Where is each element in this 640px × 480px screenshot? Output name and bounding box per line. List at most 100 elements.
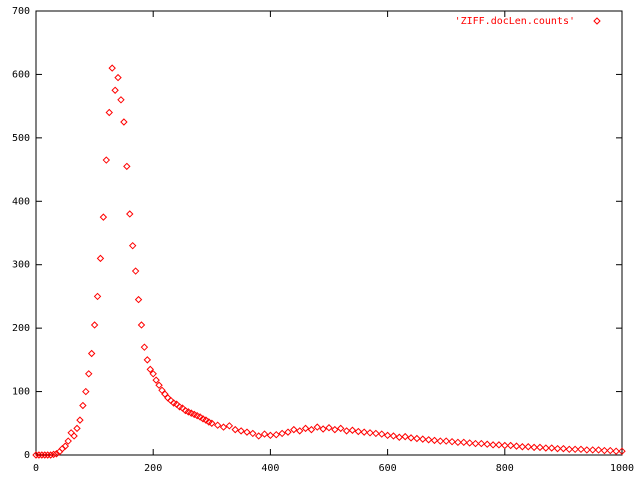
point [366,429,374,437]
point [70,432,78,440]
point [395,433,404,441]
point [96,254,105,263]
point [419,435,427,443]
point [231,425,239,434]
point [583,446,591,454]
point [134,295,143,304]
point [249,429,257,438]
point [360,428,368,436]
point [565,445,573,453]
plot-frame [35,10,623,456]
y-tick-label: 0 [24,450,30,461]
point [295,427,304,435]
point [140,343,149,351]
x-tick-label: 200 [144,463,162,474]
point [82,387,90,396]
point [158,386,166,395]
point [495,441,503,449]
point [407,434,415,442]
point [90,321,99,329]
point [126,210,134,218]
point [49,450,58,459]
point [149,370,157,378]
point [372,429,380,438]
point [108,64,116,72]
point [319,425,327,433]
point [342,427,351,435]
point [413,434,421,443]
y-tick-label: 400 [12,196,30,207]
point [61,442,70,450]
y-tick-label: 300 [12,260,30,271]
x-tick-label: 600 [379,463,397,474]
point [331,425,339,434]
point [87,349,96,358]
point [612,447,620,455]
point [542,444,550,452]
point [325,424,333,432]
point [152,376,160,384]
point [348,426,357,434]
point [190,410,198,419]
point [46,451,55,459]
point [79,401,87,410]
y-tick-label: 600 [12,69,30,80]
point [530,443,538,452]
point [38,451,46,459]
point [117,96,125,104]
point [52,450,61,458]
point [243,428,251,436]
point [93,292,102,301]
x-tick-label: 0 [33,463,39,474]
point [536,443,544,452]
point [553,444,562,453]
point [290,425,298,434]
point [99,213,108,221]
point [64,437,72,445]
point [436,437,445,445]
point [454,438,462,447]
point [501,441,509,450]
point [73,424,81,433]
point [477,439,486,448]
point [378,430,386,438]
point [202,416,210,424]
point [383,431,392,440]
point [401,432,409,441]
point [187,409,195,417]
point [471,439,480,448]
point [594,446,603,454]
point [588,446,597,454]
point [32,451,40,459]
point [105,108,113,117]
point [307,425,316,434]
point [448,437,456,446]
point [618,447,626,455]
point [85,370,93,378]
point [489,441,497,449]
point [577,445,585,453]
y-tick-label: 500 [12,133,30,144]
point [278,429,286,438]
point [483,440,491,448]
point [114,73,122,82]
point [518,443,527,451]
point [254,432,263,440]
point [208,419,216,427]
y-tick-label: 100 [12,387,30,398]
point [354,427,363,436]
legend-marker [593,17,601,25]
point [547,444,556,452]
point [67,429,75,437]
point [600,446,609,455]
point [137,321,146,329]
point [41,451,49,459]
point [196,413,204,421]
point [35,451,43,459]
point [146,365,154,374]
point [128,241,137,250]
x-tick-label: 800 [496,463,514,474]
point [284,428,292,436]
point [430,436,439,445]
